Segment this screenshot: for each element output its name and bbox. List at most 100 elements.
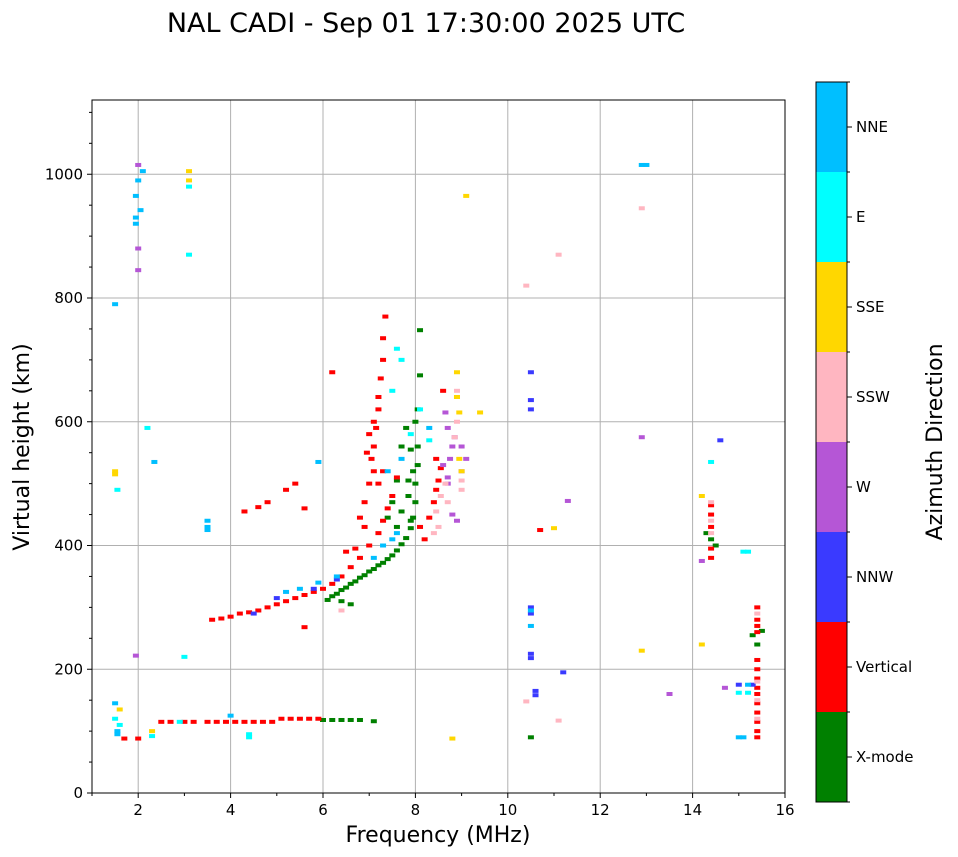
data-point	[112, 701, 119, 706]
data-point	[456, 410, 463, 415]
data-point	[754, 642, 761, 647]
y-axis-label: Virtual height (km)	[10, 343, 35, 550]
data-point	[384, 515, 391, 520]
data-point	[389, 494, 396, 498]
data-point	[352, 579, 359, 584]
data-point	[259, 719, 266, 724]
data-point	[204, 719, 211, 724]
data-point	[708, 503, 715, 508]
data-point	[403, 425, 410, 430]
colorbar-segment	[816, 172, 847, 262]
data-point	[393, 346, 400, 351]
data-point	[758, 628, 765, 633]
data-point	[347, 602, 354, 607]
plot-area-background	[92, 100, 785, 793]
data-point	[135, 268, 142, 273]
data-point	[204, 528, 211, 533]
data-point	[149, 729, 156, 734]
x-tick-label: 10	[498, 801, 517, 819]
data-point	[435, 524, 442, 529]
data-point	[754, 617, 761, 622]
data-point	[537, 528, 544, 533]
data-point	[190, 719, 197, 724]
data-point	[410, 515, 417, 520]
data-point	[114, 732, 121, 737]
data-point	[407, 432, 414, 437]
data-point	[204, 518, 211, 523]
data-point	[301, 625, 308, 630]
data-point	[366, 543, 373, 548]
data-point	[449, 512, 456, 517]
data-point	[186, 252, 193, 257]
data-point	[296, 586, 303, 591]
data-point	[527, 611, 534, 616]
y-tick-label: 600	[54, 413, 83, 431]
colorbar-tick-label: NNW	[856, 568, 893, 586]
data-point	[555, 718, 562, 723]
data-point	[370, 567, 377, 572]
data-point	[451, 435, 458, 440]
data-point	[449, 736, 456, 741]
x-axis-ticks: 2 4 6 8 10 12 14 16	[91, 793, 795, 819]
data-point	[320, 717, 326, 722]
data-point	[375, 407, 382, 412]
x-tick-label: 16	[775, 801, 794, 819]
data-point	[666, 692, 673, 696]
data-point	[186, 184, 193, 189]
data-point	[149, 734, 156, 739]
data-point	[754, 692, 761, 696]
data-point	[527, 407, 534, 412]
data-point	[444, 475, 451, 480]
data-point	[264, 605, 271, 610]
colorbar-segment	[816, 712, 847, 802]
data-point	[754, 729, 761, 734]
data-point	[116, 707, 123, 712]
colorbar-segment	[816, 352, 847, 442]
data-point	[754, 716, 761, 721]
data-point	[393, 548, 400, 553]
y-axis-ticks: 0 200 400 600 800 1000	[45, 111, 92, 802]
data-point	[236, 611, 243, 616]
data-point	[310, 589, 317, 594]
data-point	[370, 719, 377, 724]
data-point	[426, 515, 433, 520]
data-point	[273, 596, 280, 601]
data-point	[269, 719, 276, 724]
data-point	[389, 388, 396, 393]
data-point	[444, 500, 451, 505]
data-point	[417, 407, 424, 412]
data-point	[405, 478, 412, 483]
data-point	[437, 466, 444, 471]
data-point	[410, 469, 417, 474]
data-point	[754, 676, 761, 681]
data-point	[320, 586, 326, 591]
data-point	[442, 481, 449, 486]
data-point	[708, 537, 715, 542]
data-point	[412, 481, 419, 486]
data-point	[447, 456, 454, 461]
data-point	[527, 651, 534, 656]
y-tick-label: 200	[54, 660, 83, 678]
data-point	[356, 717, 363, 722]
data-point	[389, 553, 396, 558]
data-point	[463, 193, 470, 198]
data-point	[398, 542, 405, 547]
data-point	[181, 719, 188, 724]
data-point	[414, 444, 421, 449]
data-point	[754, 605, 761, 610]
data-point	[338, 588, 345, 593]
data-point	[114, 729, 121, 734]
data-point	[222, 719, 229, 724]
chart-title: NAL CADI - Sep 01 17:30:00 2025 UTC	[167, 8, 685, 39]
data-point	[393, 478, 400, 483]
data-point	[638, 206, 645, 211]
y-tick-label: 800	[54, 289, 83, 307]
data-point	[338, 608, 345, 613]
data-point	[532, 693, 539, 698]
data-point	[435, 478, 442, 483]
data-point	[721, 685, 728, 690]
data-point	[754, 611, 761, 616]
colorbar-segment	[816, 442, 847, 532]
y-tick-label: 0	[73, 784, 83, 802]
data-point	[246, 732, 253, 737]
